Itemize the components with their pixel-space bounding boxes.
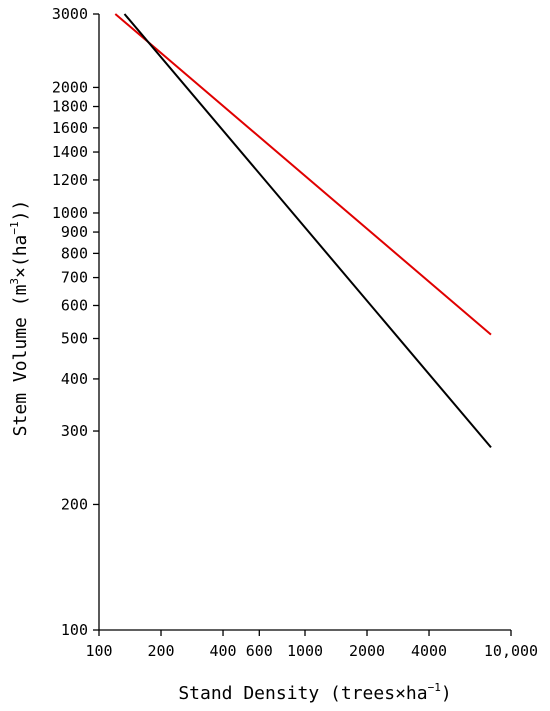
y-axis-title: Stem Volume (m3×(ha−1)) <box>8 200 31 437</box>
y-tick-label: 3000 <box>52 5 88 23</box>
series-line-1 <box>114 13 492 336</box>
x-axis-title-prefix: Stand Density (trees×ha <box>178 683 427 704</box>
y-tick-label: 2000 <box>52 78 88 96</box>
x-ticks: 100 200 400 600 1000 2000 4000 10,000 <box>85 630 538 660</box>
series-layer <box>114 13 492 449</box>
y-axis-title-superscript-2: −1 <box>8 221 21 234</box>
y-tick-label: 900 <box>61 223 88 241</box>
x-tick-label: 100 <box>85 642 112 660</box>
x-axis-title: Stand Density (trees×ha−1) <box>178 681 451 704</box>
x-tick-label: 2000 <box>349 642 385 660</box>
y-tick-label: 500 <box>61 330 88 348</box>
y-tick-label: 700 <box>61 269 88 287</box>
x-tick-label: 600 <box>246 642 273 660</box>
x-tick-label: 200 <box>147 642 174 660</box>
y-tick-label: 600 <box>61 296 88 314</box>
x-axis-title-suffix: ) <box>441 683 452 704</box>
y-tick-label: 1800 <box>52 98 88 116</box>
y-axis-title-prefix: Stem Volume (m <box>10 285 31 437</box>
y-tick-label: 1200 <box>52 171 88 189</box>
x-axis-title-superscript: −1 <box>428 681 441 694</box>
y-tick-label: 1400 <box>52 143 88 161</box>
y-axis-title-suffix: )) <box>10 200 31 222</box>
x-tick-label: 1000 <box>287 642 323 660</box>
y-tick-label: 400 <box>61 370 88 388</box>
y-tick-label: 800 <box>61 244 88 262</box>
y-tick-label: 200 <box>61 495 88 513</box>
y-axis-title-superscript-1: 3 <box>8 278 21 285</box>
y-tick-label: 300 <box>61 422 88 440</box>
y-tick-label: 1000 <box>52 204 88 222</box>
y-tick-label: 1600 <box>52 119 88 137</box>
x-tick-label: 10,000 <box>484 642 538 660</box>
x-tick-label: 4000 <box>411 642 447 660</box>
x-tick-label: 400 <box>209 642 236 660</box>
y-axis-title-mid: ×(ha <box>10 235 31 278</box>
y-tick-label: 100 <box>61 621 88 639</box>
plot-area: 100 200 400 600 1000 2000 4000 10,000 100 200 300… <box>52 5 538 660</box>
series-line-2 <box>123 13 492 449</box>
